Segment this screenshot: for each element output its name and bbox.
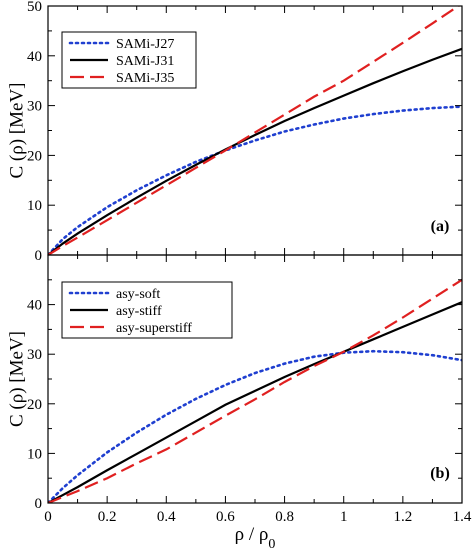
y-tick-label: 40 bbox=[27, 49, 42, 65]
panel-a: 0 10 20 30 40 50 SAMi-J27 SAMi-J31 SAMi-J35 (a) bbox=[27, 0, 463, 264]
series-line-asy-stiff bbox=[48, 301, 462, 503]
series-line-asy-soft bbox=[48, 349, 462, 503]
y-axis-label-a: C (ρ) [MeV] bbox=[6, 82, 27, 178]
x-axis-label: ρ / ρ0 bbox=[235, 524, 276, 551]
panel-tag: (a) bbox=[431, 218, 450, 235]
x-tick-label: 0 bbox=[44, 509, 52, 525]
y-tick-label: 30 bbox=[27, 99, 42, 115]
y-tick-label: 0 bbox=[35, 496, 43, 512]
x-tick-label: 1.4 bbox=[453, 509, 472, 525]
legend-entry: asy-stiff bbox=[116, 304, 162, 319]
legend-entry: asy-soft bbox=[116, 287, 160, 302]
legend-entry: SAMi-J31 bbox=[116, 54, 174, 69]
x-tick-label: 1 bbox=[340, 509, 348, 525]
panel-tag: (b) bbox=[430, 465, 450, 482]
y-tick-label: 10 bbox=[27, 446, 42, 462]
x-tick-label: 0.6 bbox=[216, 509, 235, 525]
legend-entry: asy-superstiff bbox=[116, 321, 192, 336]
x-tick-label: 0.4 bbox=[157, 509, 176, 525]
y-tick-label: 30 bbox=[27, 347, 42, 363]
x-tick-label: 1.2 bbox=[393, 509, 412, 525]
panel-b: 0 0.2 0.4 0.6 0.8 1 1.2 1.4 0 10 20 30 40 asy-soft asy… bbox=[27, 254, 472, 525]
y-tick-label: 20 bbox=[27, 148, 42, 164]
y-tick-label: 0 bbox=[35, 248, 43, 264]
x-tick-label: 0.8 bbox=[275, 509, 294, 525]
series-line-sami-j35 bbox=[48, 6, 461, 255]
y-tick-label: 50 bbox=[27, 0, 42, 15]
legend-entry: SAMi-J27 bbox=[116, 37, 174, 52]
series-line-sami-j27 bbox=[48, 105, 462, 255]
y-axis-label-b: C (ρ) [MeV] bbox=[6, 331, 27, 427]
series-line-asy-superstiff bbox=[48, 278, 462, 503]
y-tick-label: 40 bbox=[27, 298, 42, 314]
x-tick-label: 0.2 bbox=[98, 509, 117, 525]
legend-entry: SAMi-J35 bbox=[116, 71, 174, 86]
y-tick-label: 10 bbox=[27, 198, 42, 214]
y-tick-label: 20 bbox=[27, 397, 42, 413]
